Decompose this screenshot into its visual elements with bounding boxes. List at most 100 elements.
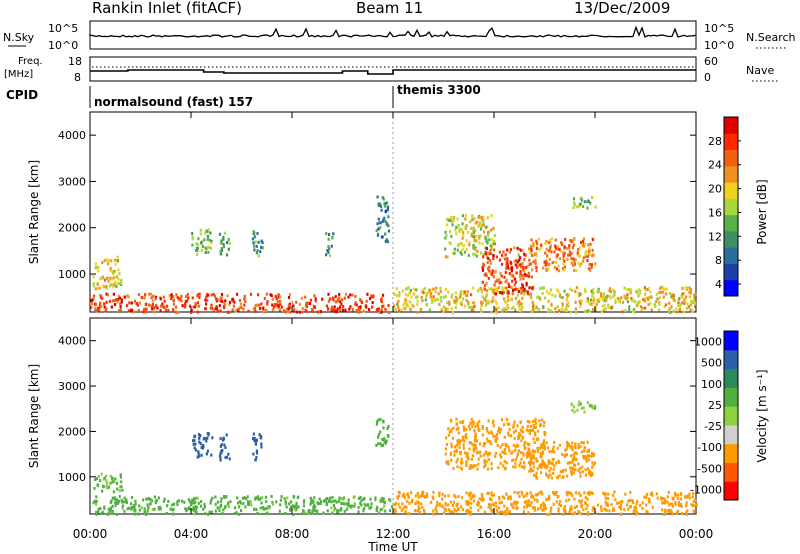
power-colorbar-tick-label: 4 [715,278,722,291]
power-cell [256,303,259,307]
velocity-cell [457,508,460,512]
velocity-cell [478,428,481,432]
velocity-y-axis-label: Slant Range [km] [27,364,41,468]
power-cell [218,232,222,236]
power-cell [638,288,641,292]
power-cell [450,307,453,311]
velocity-cell [497,506,501,510]
power-cell [181,304,184,308]
velocity-cell [513,420,516,424]
power-cell [472,246,475,250]
power-cell [257,240,260,244]
power-cell [456,248,459,252]
velocity-cell [444,447,448,451]
velocity-cell [479,454,482,458]
power-cell [578,254,581,258]
power-cell [162,295,165,299]
velocity-cell [587,458,590,462]
power-cell [285,308,288,311]
velocity-cell [211,496,214,500]
velocity-cell [117,501,120,505]
power-cell [304,295,307,299]
power-cell [459,295,462,299]
velocity-cell [328,498,331,502]
velocity-cell [120,485,123,489]
power-cell [496,278,499,282]
power-cell [556,288,559,292]
power-cell [542,286,545,290]
power-cell [220,241,223,245]
velocity-cell [576,408,579,412]
power-cell [518,309,521,312]
power-cell [247,309,250,313]
velocity-cell [455,460,458,464]
velocity-cell [459,420,462,424]
power-cell [613,293,616,297]
power-cell [505,309,508,313]
power-cell [204,298,207,302]
velocity-cell [559,500,562,503]
power-cell [579,301,582,305]
power-cell [405,287,408,291]
power-cell [570,257,573,261]
power-cell [100,304,103,308]
power-cell [545,290,549,294]
velocity-cell [402,507,405,511]
power-cell [204,251,207,254]
power-cell [578,300,581,303]
power-cell [422,291,425,295]
velocity-cell [134,502,137,506]
power-cell [668,292,671,296]
velocity-cell [466,508,469,512]
velocity-cell [635,512,638,516]
velocity-cell [432,490,435,494]
power-cell [490,287,493,291]
velocity-cell [250,503,253,507]
velocity-cell [469,491,472,495]
velocity-cell [507,495,510,499]
velocity-cell [685,501,688,505]
power-cell [609,296,612,300]
velocity-cell [309,496,312,500]
velocity-cell [472,443,475,447]
velocity-cell [93,486,96,490]
power-cell [304,301,308,305]
power-cell [113,269,116,273]
velocity-cell [95,477,98,481]
power-cell [430,297,433,301]
power-cell [376,309,379,312]
power-cell [481,220,485,224]
power-cell [520,288,523,292]
power-cell [586,299,589,303]
velocity-cell [479,442,482,446]
velocity-cell [674,491,677,495]
velocity-cell [255,439,258,443]
velocity-cell [591,451,594,455]
velocity-cell [258,433,261,437]
power-cell [516,302,519,306]
power-cell [253,244,256,248]
power-cell [105,284,108,288]
power-cell [416,310,419,314]
power-cell [478,287,481,291]
velocity-cell [383,437,386,441]
power-colorbar-swatch [724,117,738,134]
velocity-cell [119,473,122,477]
velocity-cell [144,512,148,516]
velocity-cell [450,442,453,446]
velocity-cell [473,447,476,451]
power-cell [549,288,552,292]
power-cell [98,308,101,312]
velocity-cell [377,442,380,446]
power-cell [271,297,274,301]
power-cell [243,294,246,298]
power-cell [501,253,504,257]
velocity-cell [510,451,513,455]
velocity-cell [322,511,325,515]
velocity-cell [529,459,532,463]
velocity-cell [668,503,671,507]
power-cell [455,225,458,229]
velocity-cell [545,441,548,445]
velocity-cell [573,506,576,510]
power-cell [153,306,156,310]
